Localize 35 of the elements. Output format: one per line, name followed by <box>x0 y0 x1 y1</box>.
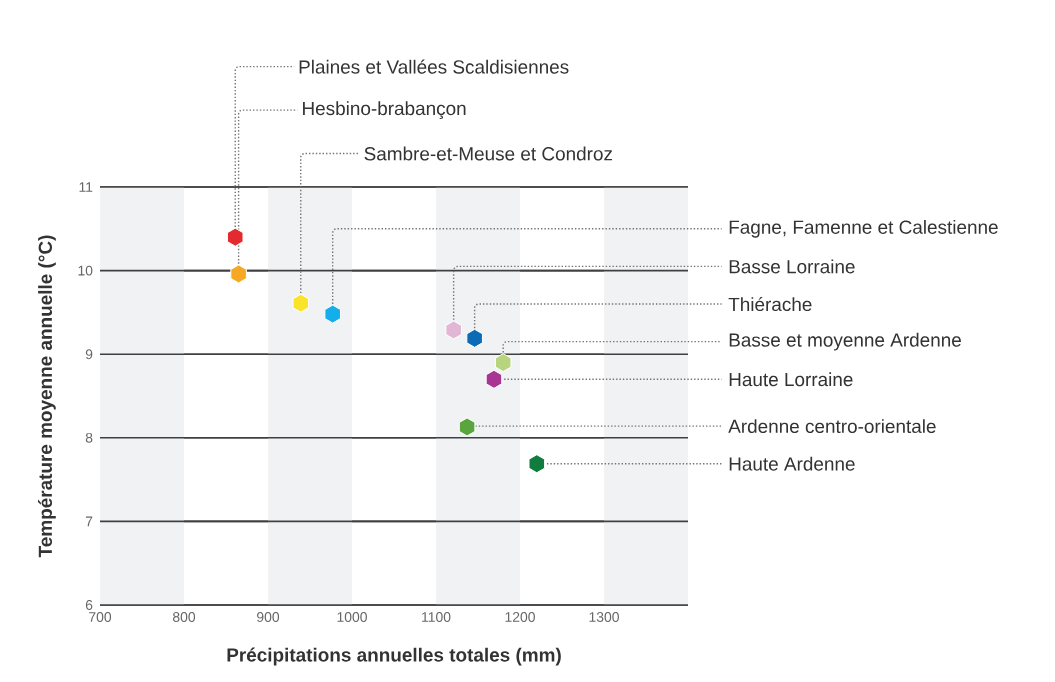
point <box>230 264 247 284</box>
point <box>226 227 244 247</box>
x-tick-label: 1000 <box>337 612 367 622</box>
point <box>445 320 462 340</box>
y-tick-label: 11 <box>79 182 93 192</box>
annotation: Haute Ardenne <box>729 456 855 471</box>
x-tick-label: 900 <box>257 612 280 622</box>
annotation: Sambre-et-Meuse et Condroz <box>364 146 612 161</box>
x-axis-title: Précipitations annuelles totales (mm) <box>227 647 561 666</box>
point <box>528 454 546 474</box>
point <box>458 417 476 437</box>
y-tick-label: 7 <box>85 516 93 527</box>
point <box>485 369 503 389</box>
x-tick-label: 1100 <box>422 612 451 622</box>
y-tick-label: 9 <box>85 349 93 360</box>
point <box>324 304 341 324</box>
x-tick-label: 800 <box>172 612 196 622</box>
annotation: Basse Lorraine <box>729 259 855 274</box>
point <box>466 328 483 348</box>
point <box>292 293 310 313</box>
y-tick-label: 6 <box>85 600 93 610</box>
x-tick-label: 1300 <box>589 612 619 622</box>
point <box>494 353 512 373</box>
annotation: Thiérache <box>728 296 812 312</box>
annotation: Fagne, Famenne et Calestienne <box>729 219 998 238</box>
annotation: Plaines et Vallées Scaldisiennes <box>299 59 569 74</box>
x-tick-label: 1200 <box>505 612 535 622</box>
y-tick-label: 8 <box>85 432 93 443</box>
y-tick-label: 10 <box>78 265 93 276</box>
annotation: Ardenne centro-orientale <box>728 419 936 434</box>
annotation: Haute Lorraine <box>729 372 853 387</box>
annotation: Hesbino-brabançon <box>303 101 466 119</box>
x-tick-label: 700 <box>89 612 112 622</box>
y-axis-title: Température moyenne annuelle (°C) <box>37 235 56 558</box>
annotation: Basse et moyenne Ardenne <box>729 332 961 351</box>
